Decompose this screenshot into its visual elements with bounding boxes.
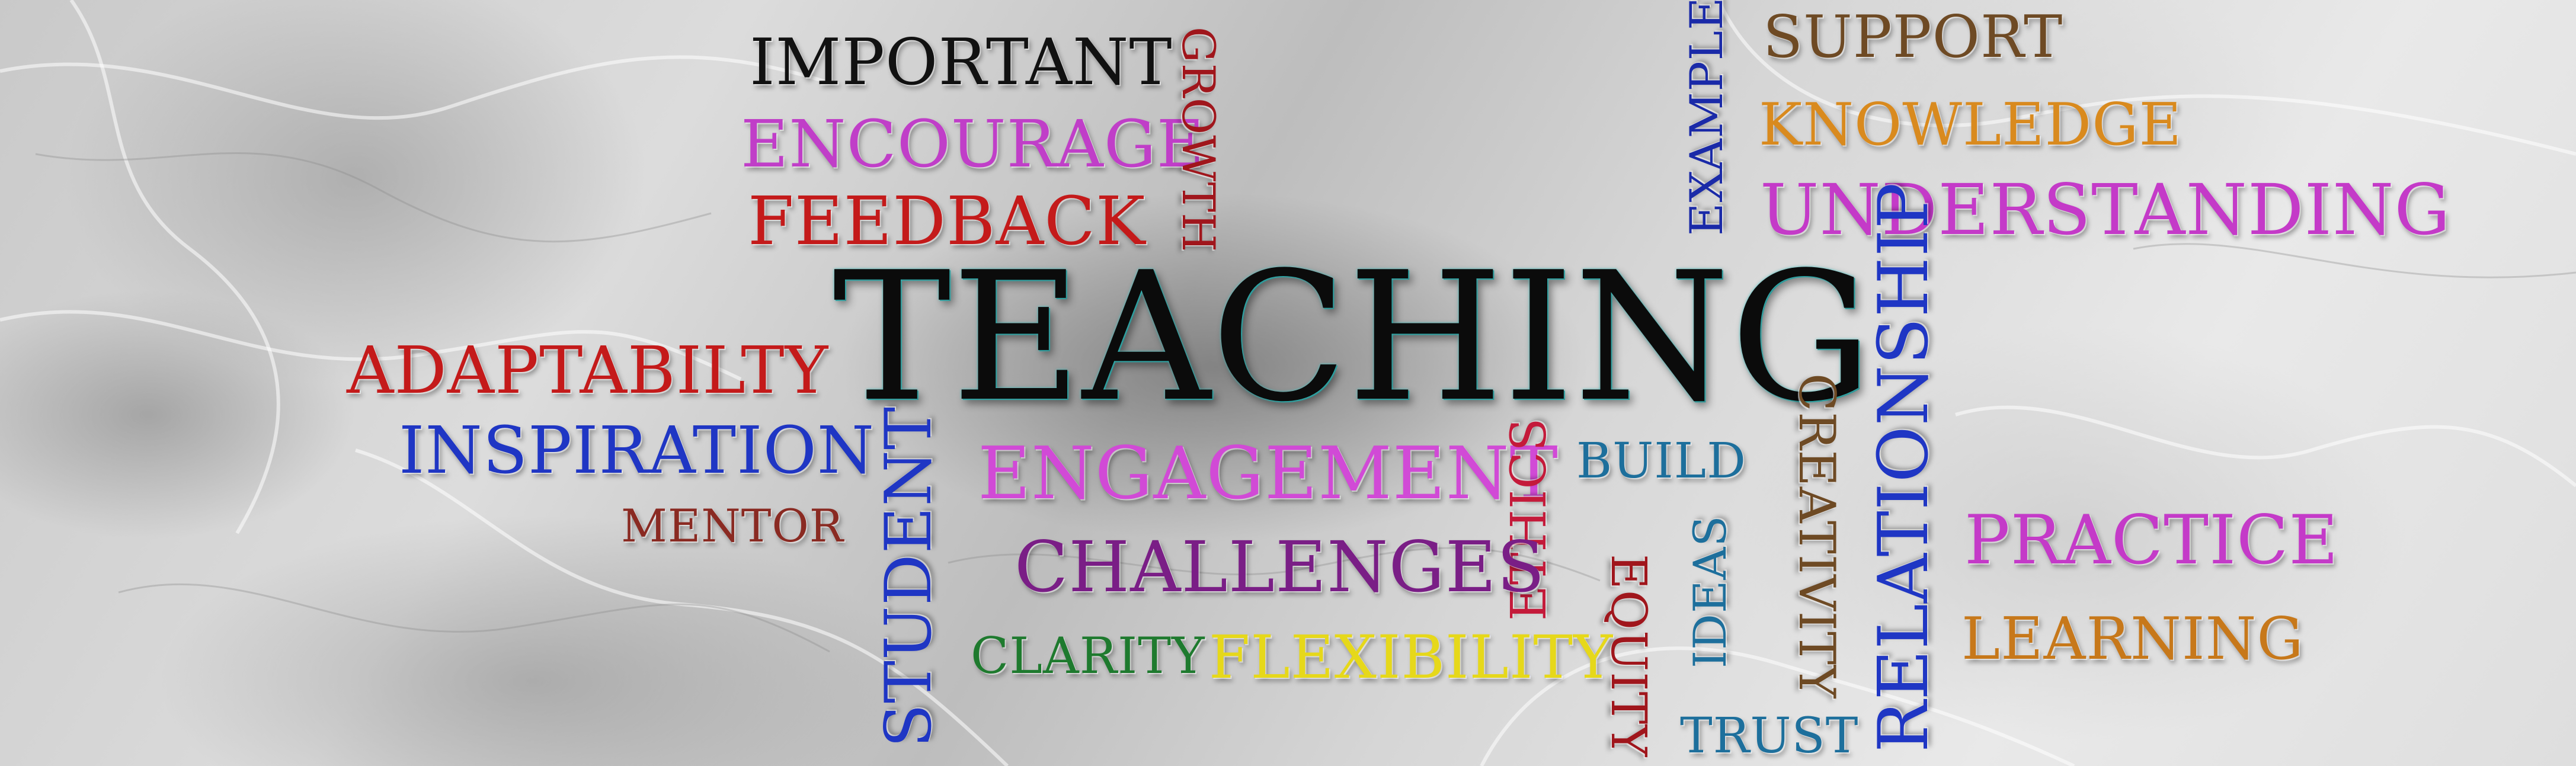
word-clarity: CLARITY (971, 627, 1205, 685)
word-growth: GROWTH (1172, 27, 1225, 253)
word-engagement: ENGAGEMENT (978, 431, 1559, 515)
word-adaptabilty: ADAPTABILTY (347, 332, 829, 408)
word-example: EXAMPLE (1680, 0, 1733, 236)
word-trust: TRUST (1680, 708, 1859, 764)
word-student: STUDENT (872, 406, 946, 748)
word-mentor: MENTOR (621, 499, 844, 552)
word-creativity: CREATIVITY (1788, 373, 1846, 699)
word-flexibility: FLEXIBILITY (1209, 623, 1614, 692)
word-encourage: ENCOURAGE (741, 106, 1205, 182)
word-build: BUILD (1576, 433, 1746, 489)
word-teaching: TEACHING (833, 234, 1873, 441)
word-practice: PRACTICE (1964, 501, 2339, 579)
word-inspiration: INSPIRATION (399, 412, 875, 488)
word-understanding: UNDERSTANDING (1760, 169, 2451, 251)
word-knowledge: KNOWLEDGE (1759, 91, 2183, 159)
word-equity: EQUITY (1600, 554, 1656, 758)
word-feedback: FEEDBACK (748, 183, 1146, 260)
word-important: IMPORTANT (750, 25, 1173, 100)
word-support: SUPPORT (1763, 4, 2063, 71)
word-learning: LEARNING (1961, 605, 2304, 673)
word-challenges: CHALLENGES (1015, 526, 1545, 608)
word-ideas: IDEAS (1684, 515, 1736, 668)
word-relationship: RELATIONSHIP (1864, 182, 1944, 752)
